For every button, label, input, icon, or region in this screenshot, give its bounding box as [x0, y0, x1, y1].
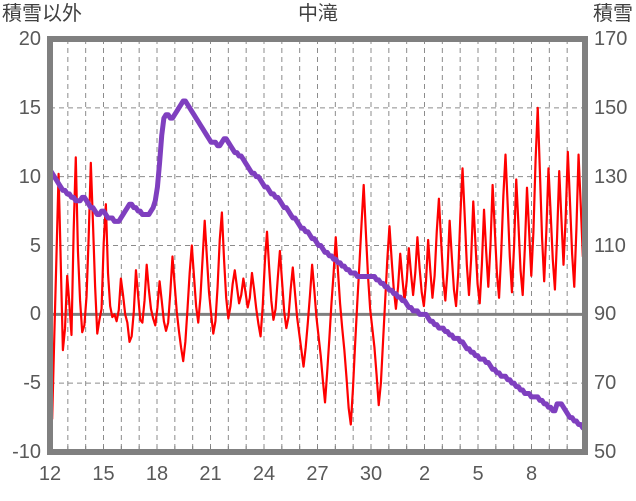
right-axis-tick-label: 110: [594, 234, 626, 257]
x-axis-tick-label: 21: [199, 463, 222, 485]
x-axis-tick-label: 18: [145, 463, 169, 485]
x-axis-tick-label: 24: [252, 463, 276, 485]
x-axis-tick-label: 30: [359, 463, 383, 485]
right-axis-tick-label: 130: [594, 165, 628, 188]
left-axis-tick-label: 20: [18, 28, 41, 50]
left-axis-tick-label: -10: [12, 441, 41, 463]
right-axis-tick-label: 70: [594, 372, 617, 395]
x-axis-tick-label: 8: [525, 463, 538, 485]
right-axis-tick-label: 90: [594, 303, 617, 326]
x-axis-tick-label: 27: [306, 463, 329, 485]
plot-frame: [47, 36, 588, 455]
left-axis-tick-label: -5: [23, 372, 41, 395]
x-axis-tick-label: 5: [472, 463, 484, 485]
right-axis-header: 積雪: [593, 3, 633, 25]
snow-depth-line: [47, 98, 588, 431]
left-axis-tick-label: 5: [29, 234, 41, 257]
temperature-line: [48, 106, 587, 426]
right-axis-tick-label: 50: [594, 441, 617, 463]
left-axis-tick-label: 0: [29, 303, 41, 326]
page-title: 中滝: [298, 3, 338, 25]
right-axis-tick-label: 150: [594, 96, 628, 119]
x-axis-tick-label: 15: [92, 463, 115, 485]
right-axis-tick-label: 170: [594, 28, 628, 50]
left-axis-tick-label: 10: [18, 165, 41, 188]
left-axis-header: 積雪以外: [2, 3, 82, 25]
left-axis-tick-label: 15: [18, 96, 41, 119]
x-axis-tick-label: 12: [38, 463, 62, 485]
x-axis-tick-label: 2: [418, 463, 431, 485]
